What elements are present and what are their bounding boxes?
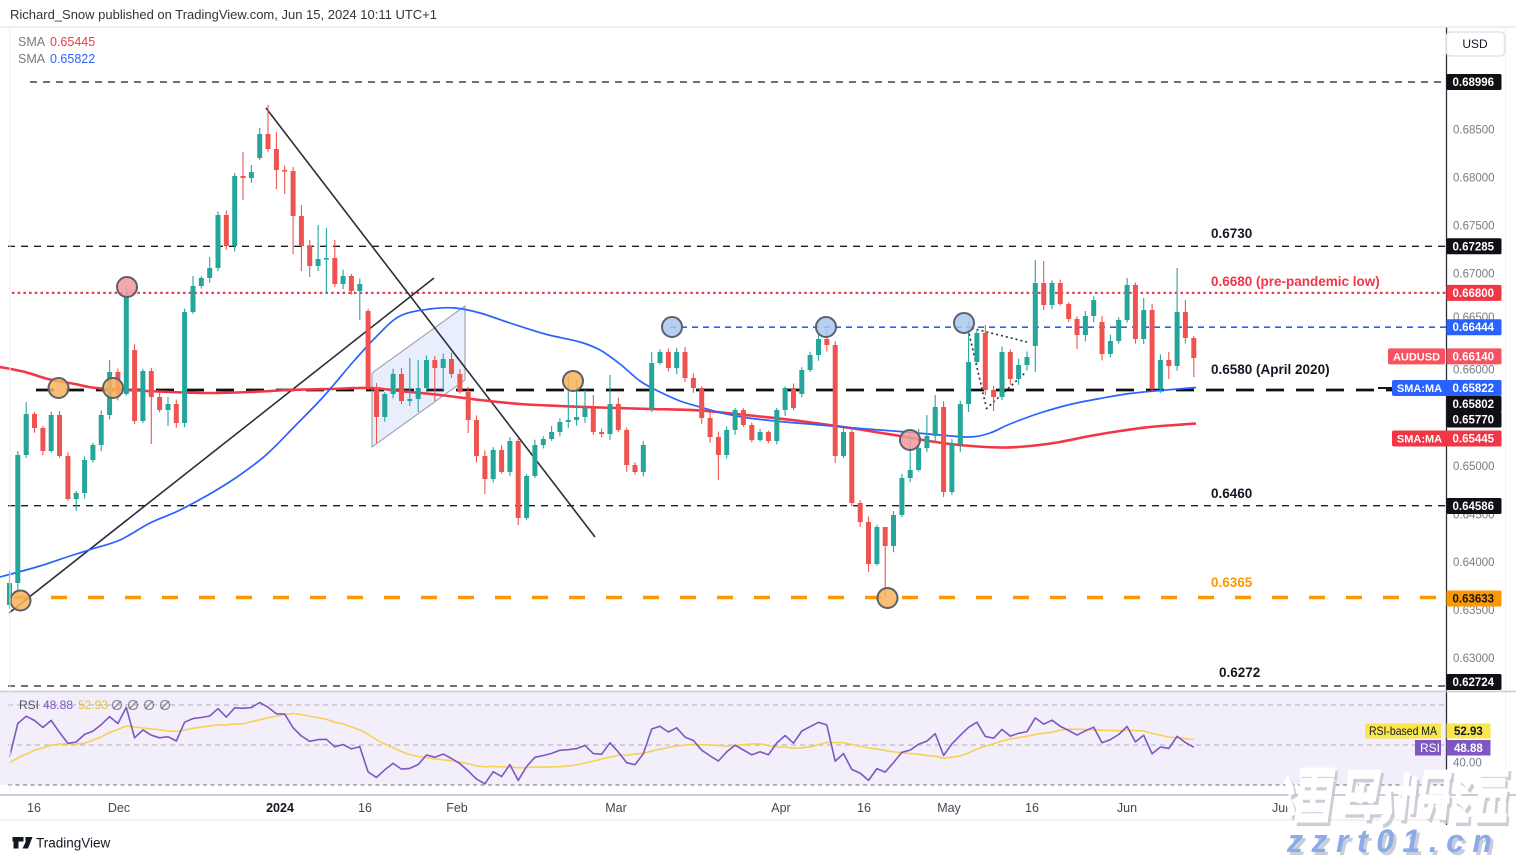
svg-text:0.63500: 0.63500 <box>1453 605 1495 617</box>
svg-text:Richard_Snow published on Trad: Richard_Snow published on TradingView.co… <box>10 7 437 22</box>
svg-text:0.65770: 0.65770 <box>1453 415 1495 427</box>
svg-text:0.68500: 0.68500 <box>1453 125 1495 137</box>
svg-text:TradingView: TradingView <box>36 836 111 851</box>
svg-text:0.65000: 0.65000 <box>1453 461 1495 473</box>
svg-text:Apr: Apr <box>771 801 790 815</box>
svg-text:May: May <box>937 801 961 815</box>
svg-text:SMA: SMA <box>18 52 46 66</box>
svg-text:0.65802: 0.65802 <box>1453 399 1495 411</box>
svg-text:0.67000: 0.67000 <box>1453 269 1495 281</box>
svg-text:0.67500: 0.67500 <box>1453 221 1495 233</box>
svg-text:Dec: Dec <box>108 801 130 815</box>
svg-text:zzrt01.cn: zzrt01.cn <box>1286 823 1500 857</box>
svg-text:0.66444: 0.66444 <box>1453 322 1495 334</box>
svg-text:0.65445: 0.65445 <box>50 35 95 49</box>
svg-text:2024: 2024 <box>266 801 294 815</box>
svg-text:0.63633: 0.63633 <box>1453 594 1495 606</box>
svg-text:48.88: 48.88 <box>1454 743 1483 755</box>
svg-text:52.93: 52.93 <box>78 698 108 712</box>
svg-text:52.93: 52.93 <box>1454 726 1483 738</box>
svg-text:0.66800: 0.66800 <box>1453 288 1495 300</box>
svg-text:16: 16 <box>857 801 871 815</box>
svg-text:48.88: 48.88 <box>43 698 73 712</box>
svg-text:Feb: Feb <box>446 801 468 815</box>
svg-text:RSI-based MA: RSI-based MA <box>1369 724 1437 738</box>
svg-text:0.62724: 0.62724 <box>1453 677 1495 689</box>
svg-text:16: 16 <box>27 801 41 815</box>
svg-text:0.6580 (April 2020): 0.6580 (April 2020) <box>1211 362 1330 377</box>
svg-text:Mar: Mar <box>605 801 627 815</box>
svg-text:RSI: RSI <box>1420 741 1440 755</box>
svg-text:Jul: Jul <box>1272 801 1288 815</box>
svg-text:SMA: SMA <box>18 35 46 49</box>
svg-text:0.6365: 0.6365 <box>1211 575 1253 590</box>
svg-text:SMA:MA: SMA:MA <box>1397 383 1442 395</box>
svg-text:Jun: Jun <box>1117 801 1137 815</box>
svg-text:0.67285: 0.67285 <box>1453 241 1495 253</box>
svg-text:0.68000: 0.68000 <box>1453 173 1495 185</box>
svg-text:0.65445: 0.65445 <box>1453 434 1495 446</box>
svg-text:0.68996: 0.68996 <box>1453 77 1495 89</box>
svg-text:0.65822: 0.65822 <box>50 52 95 66</box>
svg-text:16: 16 <box>1025 801 1039 815</box>
svg-text:0.63000: 0.63000 <box>1453 653 1495 665</box>
svg-text:0.65822: 0.65822 <box>1453 383 1495 395</box>
svg-text:0.66000: 0.66000 <box>1453 365 1495 377</box>
svg-text:0.64586: 0.64586 <box>1453 501 1495 513</box>
svg-text:0.6272: 0.6272 <box>1219 665 1260 680</box>
svg-text:SMA:MA: SMA:MA <box>1397 434 1442 446</box>
svg-text:zzrt01.cn: zzrt01.cn <box>1289 826 1503 857</box>
svg-text:16: 16 <box>358 801 372 815</box>
svg-text:0.64000: 0.64000 <box>1453 557 1495 569</box>
svg-text:USD: USD <box>1462 37 1488 51</box>
svg-text:0.6680 (pre-pandemic low): 0.6680 (pre-pandemic low) <box>1211 274 1380 289</box>
svg-text:0.66140: 0.66140 <box>1453 351 1495 363</box>
svg-text:RSI: RSI <box>19 698 39 712</box>
svg-text:AUDUSD: AUDUSD <box>1393 351 1440 363</box>
svg-text:0.6730: 0.6730 <box>1211 226 1252 241</box>
svg-text:0.6460: 0.6460 <box>1211 486 1252 501</box>
svg-text:40.00: 40.00 <box>1453 758 1482 770</box>
